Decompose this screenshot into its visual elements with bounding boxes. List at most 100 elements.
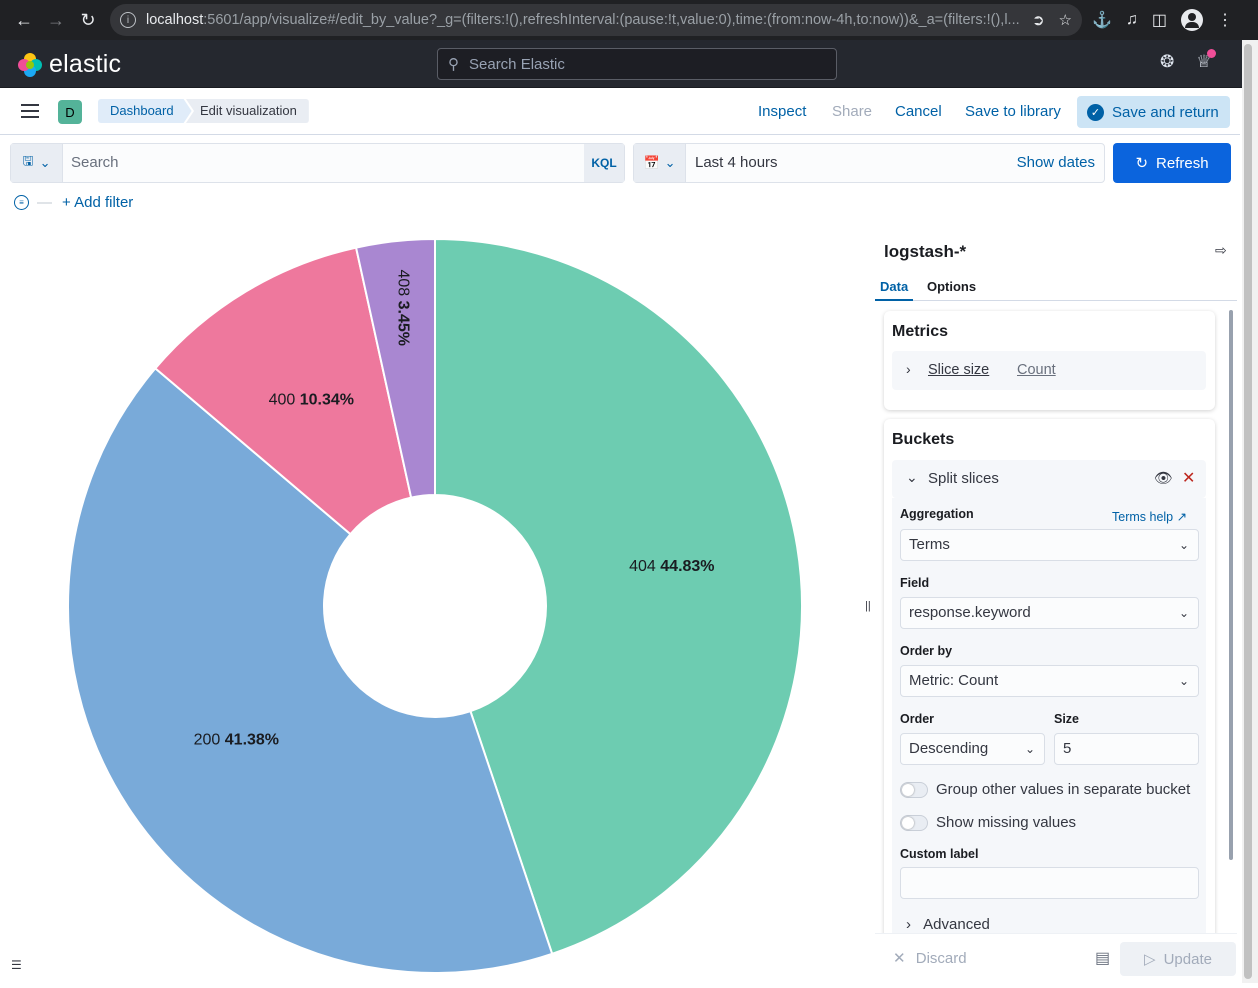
quick-menu-button[interactable]: 📅 ⌄ (634, 144, 686, 182)
time-range-label[interactable]: Last 4 hours (695, 154, 778, 171)
resize-handle[interactable]: || (865, 600, 871, 612)
check-icon: ✓ (1087, 103, 1104, 121)
filter-options-icon[interactable]: ≡ (14, 195, 29, 210)
slice-label-200: 200 41.38% (194, 732, 279, 749)
browser-toolbar: ← → ↻ i localhost:5601/app/visualize#/ed… (0, 0, 1258, 40)
auto-apply-icon[interactable]: ▤ (1095, 950, 1111, 967)
side-panel-icon[interactable]: ◫ (1151, 12, 1168, 29)
inspect-link[interactable]: Inspect (758, 103, 807, 120)
metric-accordion[interactable]: › Slice size Count (892, 351, 1206, 390)
app-top-nav: D Dashboard Edit visualization Inspect S… (0, 88, 1240, 135)
order-select[interactable]: Descending ⌄ (900, 733, 1045, 765)
show-missing-label: Show missing values (936, 814, 1077, 831)
order-by-select[interactable]: Metric: Count ⌄ (900, 665, 1199, 697)
discard-button[interactable]: ✕ Discard (893, 949, 967, 967)
advanced-label: Advanced (923, 916, 990, 933)
cross-icon: ✕ (893, 950, 906, 967)
aggregation-value: Terms (909, 536, 950, 553)
menu-kebab-icon[interactable]: ⋮ (1217, 12, 1234, 29)
order-label: Order (900, 712, 935, 726)
search-icon: ⚲ (448, 56, 459, 73)
share-link[interactable]: Share (832, 103, 873, 120)
show-dates-link[interactable]: Show dates (1016, 154, 1095, 171)
space-avatar[interactable]: D (58, 100, 82, 124)
bucket-label: Split slices (928, 470, 999, 487)
filter-divider: — (37, 194, 52, 211)
cancel-link[interactable]: Cancel (895, 103, 942, 120)
save-and-return-button[interactable]: ✓ Save and return (1077, 96, 1230, 128)
size-value: 5 (1063, 740, 1072, 757)
back-icon[interactable]: ← (15, 9, 33, 30)
slice-label-400: 400 10.34% (269, 392, 354, 409)
query-input[interactable]: Search (71, 154, 119, 171)
slice-label-404: 404 44.83% (629, 558, 714, 575)
menu-icon[interactable] (21, 104, 39, 118)
advanced-toggle[interactable]: › Advanced (906, 916, 990, 933)
global-search-input[interactable]: ⚲ Search Elastic (437, 48, 837, 80)
window-scrollbar[interactable] (1242, 40, 1258, 983)
pie-slice-400[interactable] (153, 246, 413, 536)
save-and-return-label: Save and return (1112, 103, 1219, 121)
add-filter-link[interactable]: + Add filter (62, 194, 134, 211)
panel-scrollbar[interactable] (1229, 310, 1233, 860)
size-input[interactable]: 5 (1054, 733, 1199, 765)
show-missing-switch[interactable] (900, 815, 928, 831)
share-icon[interactable]: ➲ (1031, 12, 1045, 29)
notification-dot (1206, 49, 1216, 58)
saved-query-button[interactable]: 🖫 ⌄ (11, 144, 63, 182)
breadcrumb-dashboard[interactable]: Dashboard (98, 99, 192, 123)
buckets-title: Buckets (892, 431, 955, 448)
bookmark-star-icon[interactable]: ☆ (1058, 12, 1072, 29)
pie-chart[interactable]: 404 44.83% 200 41.38% 400 10.34% 408 3.45% (0, 228, 868, 983)
news-feed-icon[interactable]: ♕ (1196, 49, 1216, 72)
close-icon[interactable]: ✕ (1182, 470, 1196, 487)
pie-slice-408[interactable] (354, 237, 436, 499)
terms-help-link[interactable]: Terms help ↗ (1112, 510, 1188, 524)
reload-icon[interactable]: ↻ (80, 9, 96, 30)
pie-slice-200[interactable] (67, 366, 554, 974)
global-search-placeholder: Search Elastic (469, 55, 565, 73)
metric-value[interactable]: Count (1017, 362, 1056, 378)
legend-toggle-icon[interactable]: ☰ (11, 958, 22, 972)
group-other-label: Group other values in separate bucket (936, 781, 1191, 798)
index-pattern-title: logstash-* (884, 242, 967, 261)
save-to-library-link[interactable]: Save to library (965, 103, 1061, 120)
calendar-icon: 📅 (643, 155, 660, 170)
update-label: Update (1163, 950, 1212, 968)
editor-footer: ✕ Discard ▤ ▷ Update (875, 933, 1237, 983)
chevron-down-icon: ⌄ (1178, 674, 1189, 688)
profile-avatar-icon[interactable] (1181, 9, 1204, 31)
elastic-logo[interactable]: elastic (17, 50, 121, 79)
help-icon[interactable]: ❂ (1160, 52, 1175, 71)
chevron-down-icon: ⌄ (1178, 606, 1189, 620)
update-button[interactable]: ▷ Update (1120, 942, 1236, 976)
custom-label-label: Custom label (900, 847, 979, 861)
query-bar: 🖫 ⌄ Search KQL (10, 143, 625, 183)
eye-icon[interactable]: 👁 (1154, 470, 1174, 487)
extensions-icon[interactable]: ⚓ (1092, 12, 1112, 29)
group-other-switch[interactable] (900, 782, 928, 798)
forward-icon[interactable]: → (47, 9, 65, 30)
address-bar[interactable]: i localhost:5601/app/visualize#/edit_by_… (110, 4, 1082, 36)
kql-language-button[interactable]: KQL (584, 144, 624, 182)
media-icon[interactable]: ♫ (1125, 11, 1138, 28)
pie-slice-404[interactable] (434, 237, 803, 956)
bucket-accordion[interactable]: ⌄ Split slices 👁 ✕ (892, 460, 1206, 498)
tab-options[interactable]: Options (927, 279, 977, 294)
metric-label[interactable]: Slice size (928, 362, 990, 378)
site-info-icon[interactable]: i (120, 12, 136, 28)
tab-data[interactable]: Data (874, 279, 914, 301)
url-path: :5601/app/visualize#/edit_by_value?_g=(f… (203, 12, 1020, 28)
aggregation-select[interactable]: Terms ⌄ (900, 529, 1199, 561)
collapse-sidebar-icon[interactable]: ⇨ (1215, 242, 1227, 258)
brand-name: elastic (49, 50, 122, 78)
custom-label-input[interactable] (900, 867, 1199, 899)
refresh-button[interactable]: ↻ Refresh (1113, 143, 1231, 183)
elastic-logo-icon (18, 52, 42, 77)
chevron-down-icon: ⌄ (1178, 538, 1189, 552)
discard-label: Discard (915, 950, 967, 967)
chevron-down-icon: ⌄ (39, 155, 51, 170)
chevron-right-icon: › (906, 361, 911, 377)
field-select[interactable]: response.keyword ⌄ (900, 597, 1199, 629)
metrics-title: Metrics (892, 323, 949, 340)
